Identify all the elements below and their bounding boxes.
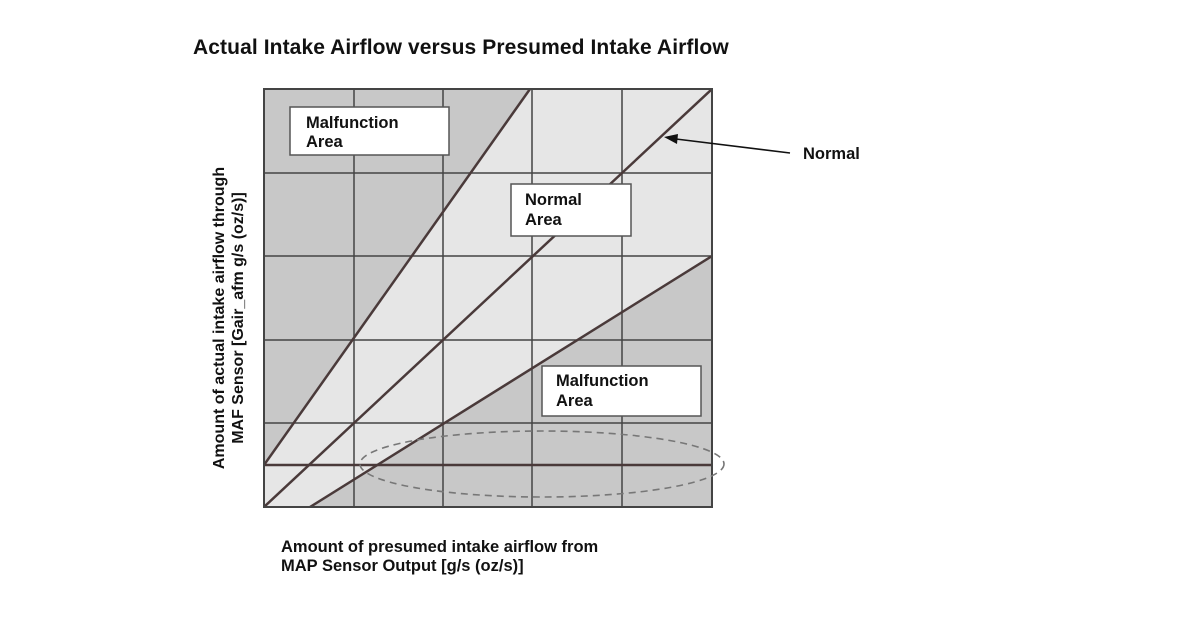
normal-area-line1: Normal (525, 191, 582, 209)
x-axis-label-line1: Amount of presumed intake airflow from (281, 538, 599, 556)
malfunction-area-label-lower: Malfunction Area (541, 365, 702, 417)
x-axis-label-line2: MAP Sensor Output [g/s (oz/s)] (281, 557, 524, 575)
chart-title: Actual Intake Airflow versus Presumed In… (193, 36, 729, 59)
malfunction-upper-line1: Malfunction (306, 114, 399, 132)
plot-border (263, 88, 713, 508)
malfunction-upper-line2: Area (306, 133, 344, 151)
normal-callout-label: Normal (803, 145, 860, 163)
malfunction-lower-line1: Malfunction (556, 372, 649, 390)
upper-limit-line (264, 89, 532, 466)
normal-area-line2: Area (525, 211, 563, 229)
malfunction-area-label-upper: Malfunction Area (289, 106, 450, 156)
normal-area-label: Normal Area (510, 183, 632, 237)
dashed-ellipse-highlight (359, 430, 725, 498)
normal-line (264, 89, 712, 507)
x-axis-label: Amount of presumed intake airflow from M… (281, 538, 598, 576)
grid (264, 89, 712, 507)
normal-callout-arrow (664, 134, 791, 154)
malfunction-lower-line2: Area (556, 392, 594, 410)
